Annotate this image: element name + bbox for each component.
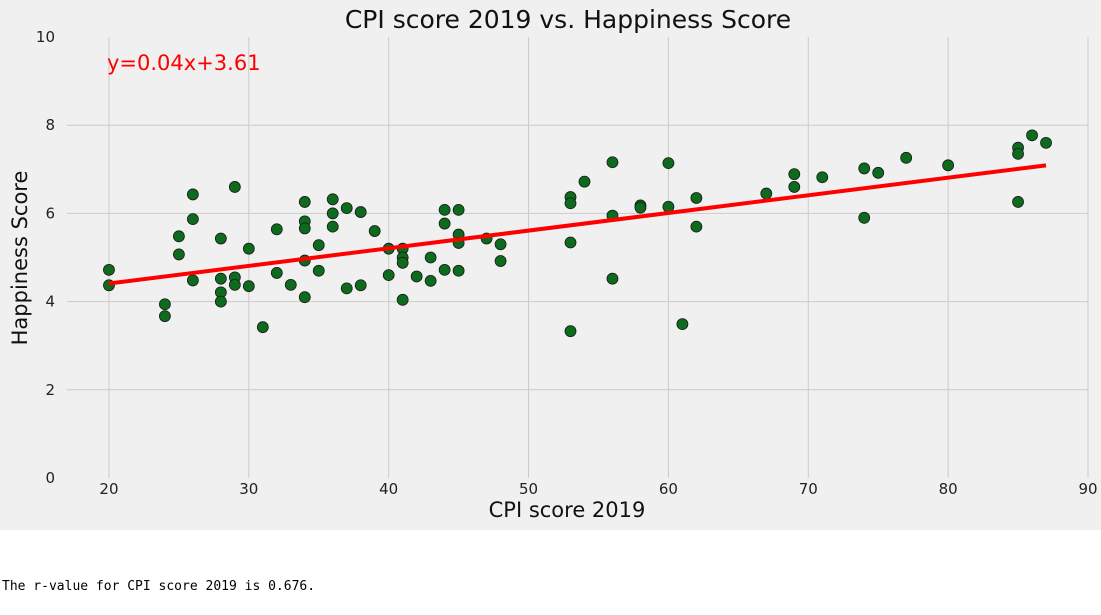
- x-axis-ticks: 20 30 40 50 60 70 80 90: [99, 480, 1097, 498]
- data-point: [214, 232, 227, 245]
- data-point: [788, 168, 801, 181]
- data-point: [312, 264, 325, 277]
- data-point: [368, 225, 381, 237]
- grid-lines: [67, 37, 1089, 478]
- data-point: [564, 325, 577, 338]
- scatter-chart: 20 30 40 50 60 70 80 90 0 2 4 6 8 10 CPI score 2019 …: [8, 5, 1098, 522]
- data-point: [256, 321, 269, 334]
- data-point: [326, 207, 339, 220]
- x-tick-label: 80: [939, 480, 958, 498]
- chart-figure: 20 30 40 50 60 70 80 90 0 2 4 6 8 10 CPI score 2019 …: [0, 0, 1101, 530]
- data-point: [634, 201, 647, 214]
- data-point: [298, 196, 311, 208]
- data-point: [270, 267, 283, 279]
- data-point: [438, 263, 451, 276]
- data-point: [1040, 136, 1052, 149]
- data-point: [424, 274, 437, 287]
- data-point: [242, 280, 255, 293]
- regression-equation: y=0.04x+3.61: [107, 51, 261, 75]
- data-point: [452, 203, 465, 216]
- x-tick-label: 60: [659, 480, 678, 498]
- data-point: [858, 162, 871, 175]
- data-point: [103, 263, 115, 276]
- data-point: [270, 223, 283, 236]
- y-tick-label: 0: [45, 469, 55, 487]
- data-point: [159, 298, 171, 311]
- data-point: [298, 291, 311, 304]
- data-point: [284, 278, 297, 291]
- y-axis-label: Happiness Score: [8, 171, 32, 346]
- data-point: [228, 278, 241, 291]
- data-point: [690, 192, 703, 204]
- data-point: [410, 270, 423, 283]
- y-tick-label: 8: [45, 116, 55, 134]
- data-point: [452, 264, 465, 277]
- data-point: [606, 272, 619, 285]
- y-tick-label: 4: [45, 293, 55, 311]
- data-point: [494, 238, 507, 251]
- data-points: [103, 129, 1052, 338]
- data-point: [760, 187, 773, 200]
- data-point: [872, 166, 885, 179]
- data-point: [606, 156, 619, 169]
- data-point: [578, 175, 591, 188]
- data-point: [340, 202, 353, 215]
- data-point: [172, 248, 185, 261]
- y-tick-label: 10: [36, 28, 55, 46]
- r-value-output: The r-value for CPI score 2019 is 0.676.: [2, 579, 316, 594]
- data-point: [326, 220, 339, 233]
- regression-line: [108, 163, 1047, 286]
- data-point: [564, 236, 577, 249]
- y-tick-label: 2: [45, 381, 55, 399]
- data-point: [900, 151, 913, 164]
- data-point: [662, 157, 675, 170]
- data-point: [382, 269, 395, 282]
- chart-title: CPI score 2019 vs. Happiness Score: [345, 5, 791, 34]
- data-point: [354, 279, 367, 292]
- data-point: [396, 293, 409, 306]
- data-point: [788, 181, 801, 193]
- x-tick-label: 50: [519, 480, 538, 498]
- x-tick-label: 70: [799, 480, 818, 498]
- x-axis-label: CPI score 2019: [489, 498, 646, 522]
- data-point: [172, 230, 185, 243]
- data-point: [942, 159, 955, 172]
- data-point: [214, 295, 227, 308]
- data-point: [816, 171, 829, 184]
- data-point: [186, 213, 199, 226]
- regression-line-group: [108, 163, 1047, 286]
- data-point: [186, 274, 199, 287]
- data-point: [1012, 196, 1024, 208]
- data-point: [1012, 147, 1024, 160]
- data-point: [298, 222, 311, 235]
- data-point: [396, 256, 409, 269]
- data-point: [340, 282, 353, 295]
- x-tick-label: 90: [1078, 480, 1097, 498]
- x-tick-label: 30: [239, 480, 258, 498]
- data-point: [186, 188, 199, 201]
- data-point: [354, 206, 367, 218]
- data-point: [159, 310, 171, 323]
- data-point: [690, 220, 703, 233]
- data-point: [438, 203, 451, 216]
- data-point: [312, 239, 325, 252]
- y-tick-label: 6: [45, 204, 55, 222]
- data-point: [1026, 129, 1038, 142]
- data-point: [214, 272, 227, 285]
- data-point: [494, 255, 507, 267]
- x-tick-label: 20: [99, 480, 118, 498]
- data-point: [676, 318, 689, 330]
- data-point: [326, 193, 339, 206]
- x-tick-label: 40: [379, 480, 398, 498]
- data-point: [242, 242, 255, 255]
- data-point: [564, 197, 577, 210]
- data-point: [858, 211, 871, 224]
- y-axis-ticks: 0 2 4 6 8 10: [36, 28, 55, 487]
- data-point: [228, 181, 241, 193]
- data-point: [438, 217, 451, 230]
- data-point: [424, 251, 437, 264]
